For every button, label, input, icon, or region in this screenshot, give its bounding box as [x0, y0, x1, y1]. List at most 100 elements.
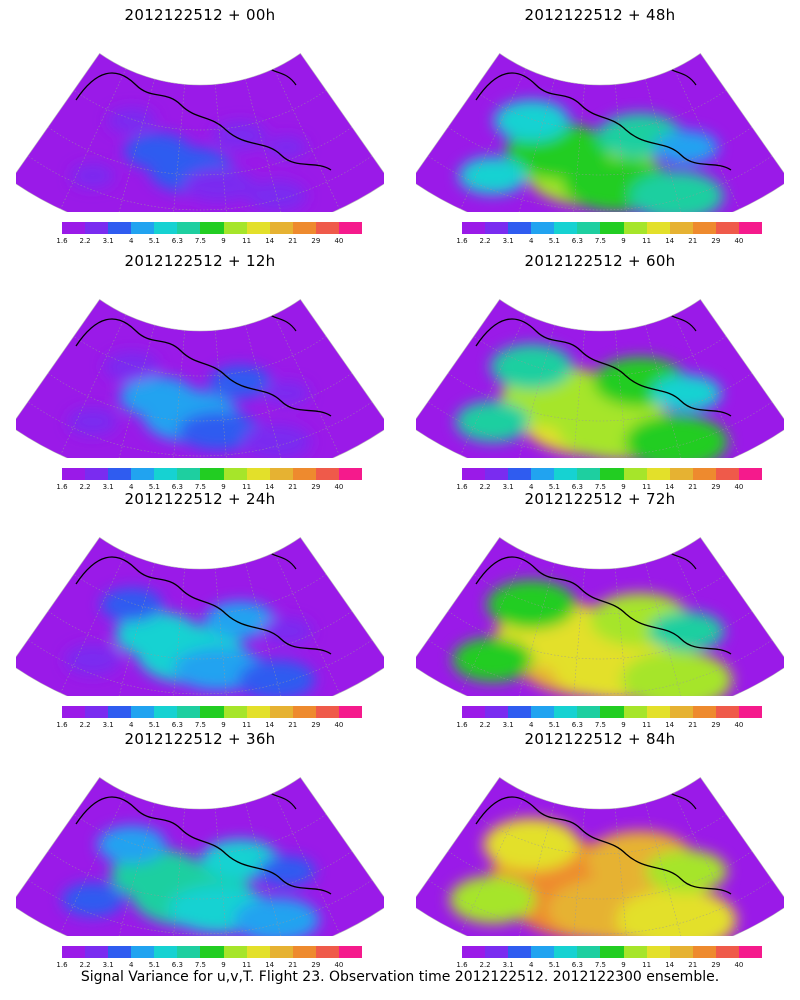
colorbar-swatch [269, 468, 293, 480]
colorbar-tick-label: 7.5 [594, 961, 607, 969]
colorbar-swatch [646, 222, 670, 234]
colorbar-swatch [669, 222, 693, 234]
colorbar-tick-label: 4 [528, 961, 534, 969]
map-boundary [16, 776, 384, 936]
colorbar-tick-label: 5.1 [548, 721, 560, 729]
colorbar-swatch [292, 222, 316, 234]
panel-title: 2012122512 + 00h [124, 6, 276, 24]
coastline [75, 556, 332, 655]
colorbar-tick-label: 5.1 [148, 483, 160, 491]
colorbar-tick-label: 2.2 [79, 961, 91, 969]
colorbar-tick-label: 6.3 [571, 483, 583, 491]
colorbar-tick-label: 29 [711, 721, 721, 729]
colorbar-swatch [62, 946, 86, 958]
colorbar-swatch [577, 706, 601, 718]
variance-contour [260, 617, 313, 646]
map-panel: 2012122512 + 84h 1.6 2.2 3.1 4 5.1 6.3 7.5 9 11 14… [400, 724, 800, 970]
colorbar-swatch [577, 468, 601, 480]
colorbar-swatch [177, 222, 201, 234]
colorbar-tick-label: 1.6 [456, 961, 468, 969]
colorbar-tick-label: 21 [688, 483, 698, 491]
colorbar-tick-label: 3.1 [102, 483, 114, 491]
colorbar-swatch [577, 946, 601, 958]
colorbar-ticks: 1.6 2.2 3.1 4 5.1 6.3 7.5 9 11 14 21 29 40 [456, 237, 762, 247]
colorbar-swatch [531, 706, 555, 718]
panel-title: 2012122512 + 84h [524, 730, 676, 748]
colorbar-tick-label: 11 [242, 237, 252, 245]
variance-field [16, 537, 384, 696]
colorbar-tick-label: 14 [665, 721, 675, 729]
colorbar-tick-label: 40 [334, 237, 344, 245]
colorbar-tick-label: 6.3 [171, 237, 183, 245]
colorbar-swatch [508, 468, 532, 480]
colorbar-tick-label: 21 [688, 721, 698, 729]
forecast-map [416, 776, 784, 936]
colorbar-swatch [108, 706, 132, 718]
colorbar-ticks: 1.6 2.2 3.1 4 5.1 6.3 7.5 9 11 14 21 29 40 [56, 483, 362, 493]
colorbar-tick-label: 40 [734, 237, 744, 245]
colorbar-tick-label: 6.3 [571, 237, 583, 245]
colorbar-swatch [131, 468, 155, 480]
variance-contour [119, 376, 196, 418]
panel-title: 2012122512 + 48h [524, 6, 676, 24]
colorbar-tick-label: 1.6 [56, 961, 68, 969]
colorbar-swatch [108, 946, 132, 958]
colorbar-swatch [200, 946, 224, 958]
colorbar-tick-label: 7.5 [594, 483, 607, 491]
colorbar-swatch [531, 946, 555, 958]
colorbar-swatch [508, 222, 532, 234]
figure-caption: Signal Variance for u,v,T. Flight 23. Ob… [80, 969, 720, 985]
colorbar-tick-label: 40 [334, 483, 344, 491]
coastline [75, 72, 332, 171]
colorbar-tick-label: 3.1 [502, 483, 514, 491]
colorbar-swatch [131, 706, 155, 718]
variance-contour [483, 818, 580, 872]
colorbar-ticks: 1.6 2.2 3.1 4 5.1 6.3 7.5 9 11 14 21 29 40 [56, 721, 362, 731]
variance-contour [64, 644, 121, 676]
colorbar-swatch [269, 706, 293, 718]
colorbar-swatch [108, 222, 132, 234]
colorbar-swatch [62, 468, 86, 480]
colorbar-tick-label: 2.2 [479, 721, 491, 729]
colorbar-swatch [623, 706, 647, 718]
map-panel: 2012122512 + 72h 1.6 2.2 3.1 4 5.1 6.3 7.5 9 11 14… [400, 484, 800, 730]
graticule [27, 314, 373, 458]
variance-field [16, 53, 384, 212]
variance-contour [486, 580, 577, 630]
variance-contour [124, 133, 191, 170]
variance-contour [71, 163, 115, 188]
colorbar-swatch [738, 222, 763, 234]
colorbar-tick-label: 9 [621, 483, 626, 491]
colorbar-tick-label: 14 [265, 483, 275, 491]
colorbar-swatch [85, 468, 109, 480]
coastline [475, 72, 732, 171]
variance-contour [645, 849, 728, 893]
colorbar-tick-label: 4 [128, 483, 134, 491]
colorbar-tick-label: 1.6 [56, 721, 68, 729]
colorbar-tick-label: 29 [311, 961, 321, 969]
colorbar-tick-label: 1.6 [56, 483, 68, 491]
colorbar-tick-label: 9 [621, 721, 626, 729]
variance-contour [61, 882, 124, 917]
variance-contour [452, 637, 533, 683]
colorbar-tick-label: 21 [688, 961, 698, 969]
colorbar-swatch [738, 946, 763, 958]
coastline [475, 318, 732, 417]
colorbar-tick-label: 9 [221, 961, 226, 969]
colorbar-swatch [692, 946, 716, 958]
colorbar-swatch [246, 706, 270, 718]
colorbar-swatch [315, 706, 339, 718]
colorbar-swatch [154, 706, 178, 718]
variance-field [16, 299, 384, 458]
coastline [475, 796, 732, 895]
forecast-map [416, 536, 784, 696]
colorbar-tick-label: 21 [288, 961, 298, 969]
colorbar-tick-label: 40 [734, 961, 744, 969]
colorbar-tick-label: 11 [642, 483, 652, 491]
colorbar-swatch [62, 222, 86, 234]
variance-field [416, 537, 784, 696]
colorbar-swatch [623, 468, 647, 480]
colorbar-tick-label: 29 [711, 483, 721, 491]
map-panel: 2012122512 + 48h 1.6 2.2 3.1 4 5.1 6.3 7.5 9 11 14… [400, 0, 800, 246]
colorbar-swatch [715, 946, 739, 958]
